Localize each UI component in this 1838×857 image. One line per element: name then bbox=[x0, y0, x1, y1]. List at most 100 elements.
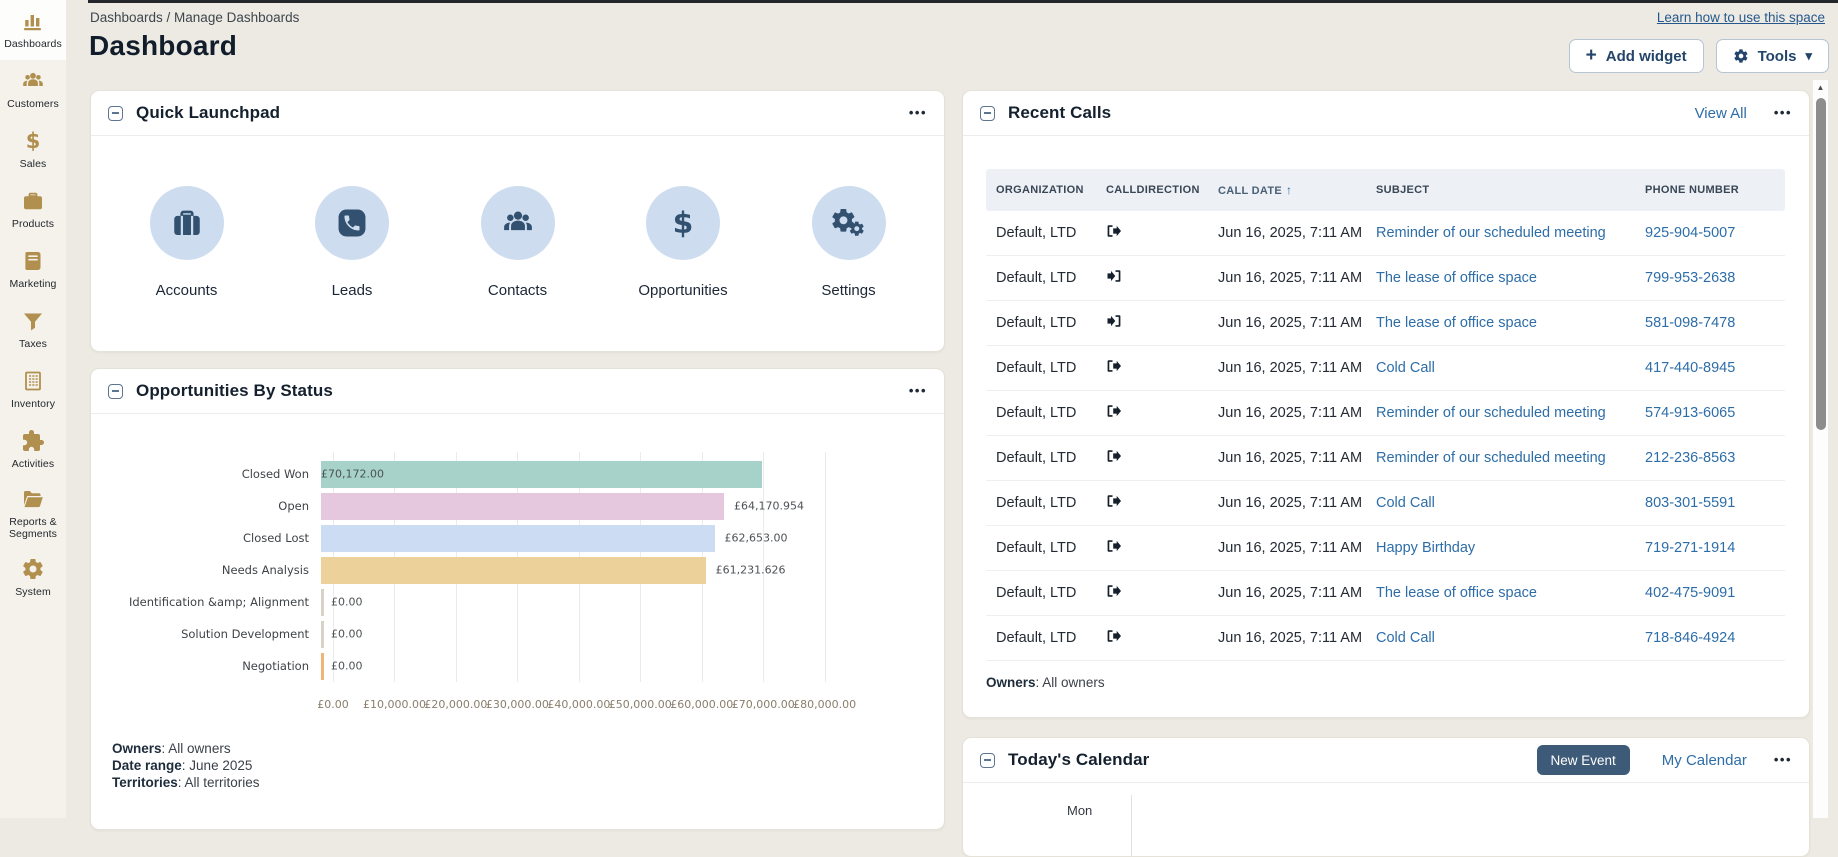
organization-cell: Default, LTD bbox=[986, 630, 1096, 646]
subject-link[interactable]: Cold Call bbox=[1376, 495, 1435, 511]
chart-footer: Owners: All owners Date range: June 2025… bbox=[112, 740, 944, 791]
phone-link[interactable]: 402-475-9091 bbox=[1645, 585, 1735, 601]
building-icon bbox=[21, 369, 45, 393]
ellipsis-menu-icon[interactable] bbox=[909, 382, 927, 400]
phone-link[interactable]: 574-913-6065 bbox=[1645, 405, 1735, 421]
phone-link[interactable]: 799-953-2638 bbox=[1645, 270, 1735, 286]
table-row: Default, LTDJun 16, 2025, 7:11 AMReminde… bbox=[986, 211, 1785, 256]
subject-link[interactable]: Reminder of our scheduled meeting bbox=[1376, 405, 1606, 421]
new-event-button[interactable]: New Event bbox=[1537, 745, 1630, 775]
launchpad-item-settings[interactable]: Settings bbox=[779, 186, 919, 299]
column-header-call-date[interactable]: CALL DATE bbox=[1208, 183, 1366, 197]
phone-link[interactable]: 718-846-4924 bbox=[1645, 630, 1735, 646]
sidebar-item-reports-segments[interactable]: Reports & Segments bbox=[0, 480, 66, 548]
collapse-widget-icon[interactable] bbox=[980, 106, 995, 121]
column-header-calldirection[interactable]: CALLDIRECTION bbox=[1096, 184, 1208, 196]
ellipsis-menu-icon[interactable] bbox=[909, 104, 927, 122]
launchpad-item-label: Accounts bbox=[156, 282, 218, 299]
chart-bar bbox=[321, 493, 724, 520]
collapse-widget-icon[interactable] bbox=[108, 106, 123, 121]
phone-cell: 803-301-5591 bbox=[1635, 495, 1785, 511]
tools-button[interactable]: Tools bbox=[1716, 39, 1829, 73]
direction-cell bbox=[1096, 224, 1208, 242]
launchpad-item-contacts[interactable]: Contacts bbox=[448, 186, 588, 299]
plus-icon bbox=[1586, 47, 1597, 66]
sidebar-item-sales[interactable]: $Sales bbox=[0, 120, 66, 180]
collapse-widget-icon[interactable] bbox=[980, 753, 995, 768]
sidebar-item-activities[interactable]: Activities bbox=[0, 420, 66, 480]
sidebar-item-marketing[interactable]: Marketing bbox=[0, 240, 66, 300]
phone-cell: 925-904-5007 bbox=[1635, 225, 1785, 241]
subject-link[interactable]: The lease of office space bbox=[1376, 585, 1537, 601]
vertical-scrollbar[interactable] bbox=[1813, 80, 1828, 818]
phone-link[interactable]: 803-301-5591 bbox=[1645, 495, 1735, 511]
launchpad-item-opportunities[interactable]: $Opportunities bbox=[613, 186, 753, 299]
subject-link[interactable]: Cold Call bbox=[1376, 630, 1435, 646]
sidebar-item-label: Inventory bbox=[11, 398, 55, 410]
phone-link[interactable]: 925-904-5007 bbox=[1645, 225, 1735, 241]
learn-how-link[interactable]: Learn how to use this space bbox=[1657, 10, 1825, 25]
chart-value-label: £64,170.954 bbox=[734, 500, 804, 513]
sidebar-item-label: Activities bbox=[12, 458, 54, 470]
column-header-subject[interactable]: SUBJECT bbox=[1366, 184, 1635, 196]
chart-value-label: £0.00 bbox=[331, 628, 363, 641]
chart-row: Closed Won£70,172.00 bbox=[111, 458, 880, 490]
subject-link[interactable]: Cold Call bbox=[1376, 360, 1435, 376]
outbound-call-icon bbox=[1106, 449, 1122, 463]
column-header-phone-number[interactable]: PHONE NUMBER bbox=[1635, 184, 1785, 196]
phone-link[interactable]: 581-098-7478 bbox=[1645, 315, 1735, 331]
sidebar-item-products[interactable]: Products bbox=[0, 180, 66, 240]
table-row: Default, LTDJun 16, 2025, 7:11 AMThe lea… bbox=[986, 571, 1785, 616]
scroll-up-arrow-icon[interactable] bbox=[1813, 83, 1828, 92]
sidebar-item-system[interactable]: System bbox=[0, 548, 66, 608]
outbound-call-icon bbox=[1106, 494, 1122, 508]
sidebar-item-taxes[interactable]: Taxes bbox=[0, 300, 66, 360]
launchpad-item-leads[interactable]: Leads bbox=[282, 186, 422, 299]
launchpad-item-accounts[interactable]: Accounts bbox=[117, 186, 257, 299]
owners-label: Owners bbox=[986, 675, 1036, 690]
breadcrumb[interactable]: Dashboards / Manage Dashboards bbox=[90, 10, 299, 25]
chart-bar-track: £61,231.626 bbox=[321, 557, 880, 584]
svg-text:$: $ bbox=[26, 129, 41, 153]
chart-bar-track: £0.00 bbox=[321, 653, 880, 680]
subject-cell: Cold Call bbox=[1366, 495, 1635, 511]
x-axis-tick-label: £0.00 bbox=[317, 698, 349, 711]
phone-link[interactable]: 719-271-1914 bbox=[1645, 540, 1735, 556]
chart-bar bbox=[321, 621, 324, 648]
call-date-cell: Jun 16, 2025, 7:11 AM bbox=[1208, 360, 1366, 376]
chart-category-label: Closed Lost bbox=[111, 531, 321, 545]
subject-link[interactable]: The lease of office space bbox=[1376, 270, 1537, 286]
view-all-link[interactable]: View All bbox=[1695, 105, 1747, 122]
subject-link[interactable]: Reminder of our scheduled meeting bbox=[1376, 450, 1606, 466]
column-header-organization[interactable]: ORGANIZATION bbox=[986, 184, 1096, 196]
add-widget-button[interactable]: Add widget bbox=[1569, 39, 1704, 73]
widget-title: Quick Launchpad bbox=[136, 103, 280, 123]
sidebar-item-inventory[interactable]: Inventory bbox=[0, 360, 66, 420]
subject-cell: Happy Birthday bbox=[1366, 540, 1635, 556]
subject-cell: Reminder of our scheduled meeting bbox=[1366, 450, 1635, 466]
subject-link[interactable]: Happy Birthday bbox=[1376, 540, 1475, 556]
phone-link[interactable]: 417-440-8945 bbox=[1645, 360, 1735, 376]
subject-link[interactable]: The lease of office space bbox=[1376, 315, 1537, 331]
chart-bar bbox=[321, 557, 706, 584]
calls-table-header: ORGANIZATIONCALLDIRECTIONCALL DATESUBJEC… bbox=[986, 169, 1785, 211]
chart-category-label: Closed Won bbox=[111, 467, 321, 481]
organization-cell: Default, LTD bbox=[986, 495, 1096, 511]
phone-cell: 212-236-8563 bbox=[1635, 450, 1785, 466]
outbound-call-icon bbox=[1106, 359, 1122, 373]
territories-value: All territories bbox=[185, 775, 260, 790]
sidebar-item-dashboards[interactable]: Dashboards bbox=[0, 0, 66, 60]
collapse-widget-icon[interactable] bbox=[108, 384, 123, 399]
chart-row: Solution Development£0.00 bbox=[111, 618, 880, 650]
sidebar-item-label: Marketing bbox=[9, 278, 56, 290]
ellipsis-menu-icon[interactable] bbox=[1774, 104, 1792, 122]
outbound-call-icon bbox=[1106, 584, 1122, 598]
subject-link[interactable]: Reminder of our scheduled meeting bbox=[1376, 225, 1606, 241]
chart-bar-track: £0.00 bbox=[321, 589, 880, 616]
x-axis-tick-label: £60,000.00 bbox=[670, 698, 733, 711]
phone-link[interactable]: 212-236-8563 bbox=[1645, 450, 1735, 466]
sidebar-item-customers[interactable]: Customers bbox=[0, 60, 66, 120]
scrollbar-thumb[interactable] bbox=[1816, 98, 1826, 430]
my-calendar-link[interactable]: My Calendar bbox=[1662, 752, 1747, 769]
ellipsis-menu-icon[interactable] bbox=[1774, 751, 1792, 769]
